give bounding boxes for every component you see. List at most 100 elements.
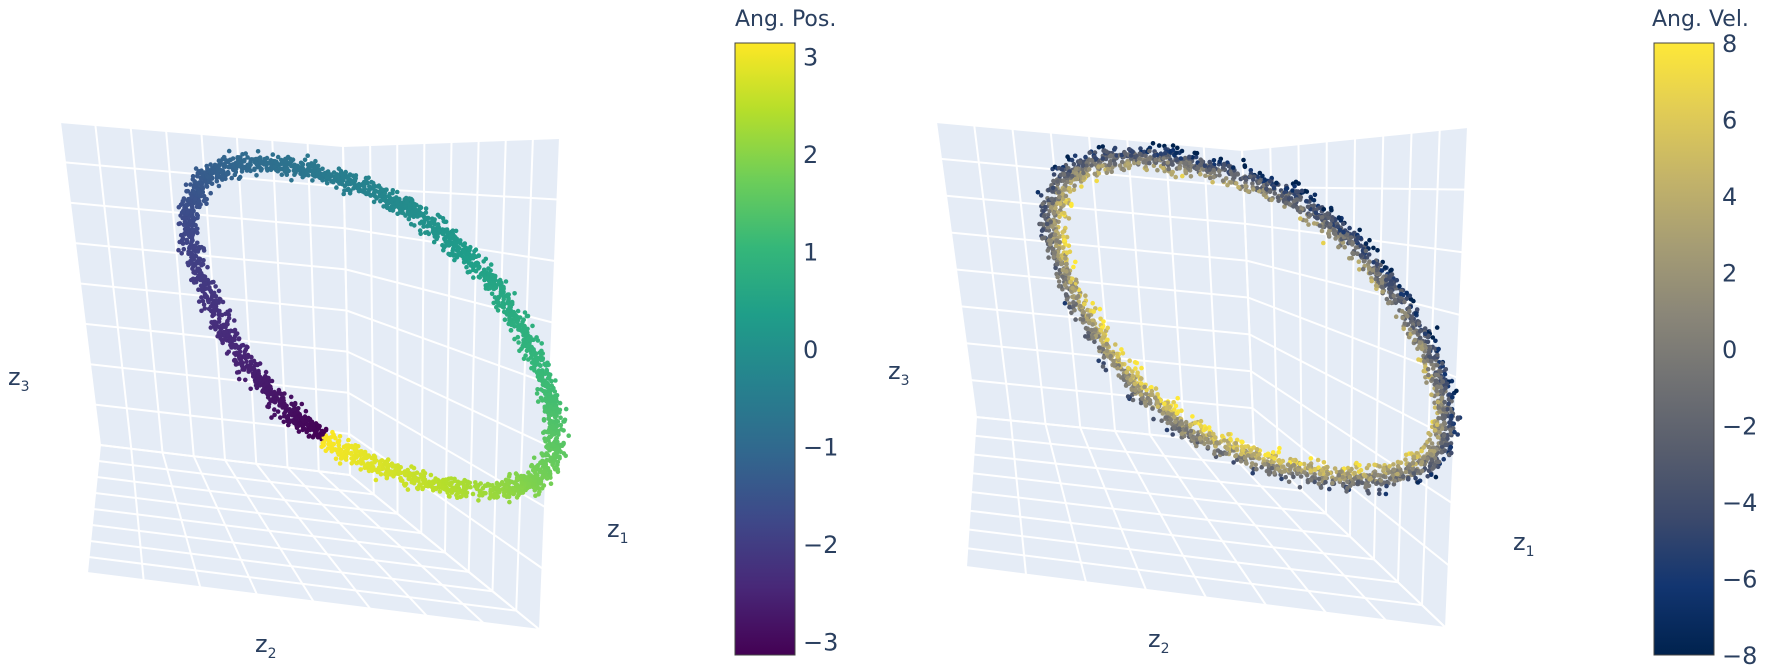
data-point — [190, 206, 195, 211]
data-point — [1228, 436, 1233, 442]
data-point — [562, 419, 567, 424]
point-cloud[interactable] — [1035, 141, 1463, 497]
data-point — [454, 483, 460, 489]
data-point — [461, 484, 467, 490]
data-point — [1425, 474, 1430, 479]
data-point — [1411, 454, 1417, 460]
data-point — [1416, 357, 1421, 362]
data-point — [1100, 364, 1106, 369]
data-point — [236, 376, 242, 382]
data-point — [216, 183, 222, 189]
data-point — [559, 427, 564, 432]
data-point — [395, 198, 401, 203]
data-point — [558, 415, 563, 421]
data-point — [1388, 290, 1394, 295]
data-point — [1078, 303, 1083, 309]
grid-line — [346, 350, 548, 447]
data-point — [514, 478, 520, 483]
data-point — [413, 208, 419, 213]
data-point — [1233, 441, 1239, 446]
data-point — [1050, 200, 1055, 206]
data-point — [437, 228, 443, 233]
data-point — [1069, 310, 1074, 316]
data-point — [1083, 325, 1089, 331]
data-point — [1366, 483, 1372, 489]
data-point — [1357, 227, 1362, 233]
data-point — [194, 276, 200, 282]
data-point — [551, 398, 557, 404]
data-point — [1126, 165, 1132, 171]
data-point — [376, 465, 382, 470]
data-point — [1106, 163, 1112, 168]
grid-line — [345, 268, 553, 324]
data-point — [176, 247, 181, 253]
data-point — [507, 305, 512, 310]
data-point — [372, 454, 378, 460]
data-point — [512, 291, 517, 296]
data-point — [386, 468, 391, 474]
data-point — [521, 317, 526, 323]
data-point — [1440, 361, 1445, 366]
data-point — [451, 244, 457, 249]
data-point — [1438, 388, 1444, 394]
data-point — [1041, 213, 1047, 219]
data-point — [1447, 420, 1452, 425]
data-point — [179, 201, 185, 207]
colorbar-gradient — [734, 42, 796, 656]
data-point — [229, 345, 234, 350]
data-point — [1044, 221, 1050, 227]
data-point — [1415, 480, 1421, 485]
data-point — [183, 182, 189, 187]
data-point — [349, 461, 355, 466]
data-point — [190, 214, 195, 219]
data-point — [1198, 424, 1204, 429]
data-point — [352, 447, 358, 453]
ang-vel-plot[interactable]: z3 z2 z1 Ang. Vel. −8 −6 −4 −2 0 2 4 6 8 — [884, 0, 1768, 670]
data-point — [264, 390, 270, 396]
data-point — [388, 198, 394, 204]
data-point — [1321, 460, 1327, 465]
data-point — [461, 260, 467, 265]
data-point — [212, 325, 218, 330]
data-point — [1299, 188, 1305, 194]
data-point — [184, 238, 190, 244]
data-point — [337, 461, 343, 466]
data-point — [263, 369, 269, 375]
data-point — [408, 221, 414, 227]
data-point — [514, 314, 520, 320]
data-point — [1311, 221, 1317, 226]
data-point — [539, 348, 544, 354]
data-point — [255, 362, 261, 367]
data-point — [1274, 180, 1279, 186]
data-point — [1183, 419, 1189, 425]
data-point — [441, 218, 447, 224]
data-point — [531, 474, 537, 480]
data-point — [1127, 358, 1132, 364]
data-point — [226, 315, 232, 321]
data-point — [500, 303, 505, 309]
data-point — [310, 434, 316, 440]
data-point — [315, 432, 320, 438]
data-point — [1426, 350, 1432, 355]
data-point — [476, 253, 482, 258]
data-point — [251, 365, 256, 371]
ang-pos-plot[interactable]: z3 z2 z1 Ang. Pos. −3 −2 −1 0 1 2 3 — [0, 0, 884, 670]
data-point — [1119, 347, 1124, 352]
data-point — [473, 480, 478, 485]
data-point — [464, 264, 469, 270]
data-point — [1130, 369, 1135, 374]
data-point — [525, 326, 530, 332]
data-point — [1318, 485, 1324, 490]
data-point — [272, 407, 277, 412]
data-point — [1386, 282, 1391, 287]
point-cloud[interactable] — [176, 148, 571, 505]
data-point — [411, 471, 417, 477]
data-point — [1203, 173, 1208, 179]
grid-line — [99, 444, 351, 476]
data-point — [1125, 394, 1131, 399]
data-point — [343, 457, 349, 462]
data-point — [555, 419, 561, 424]
